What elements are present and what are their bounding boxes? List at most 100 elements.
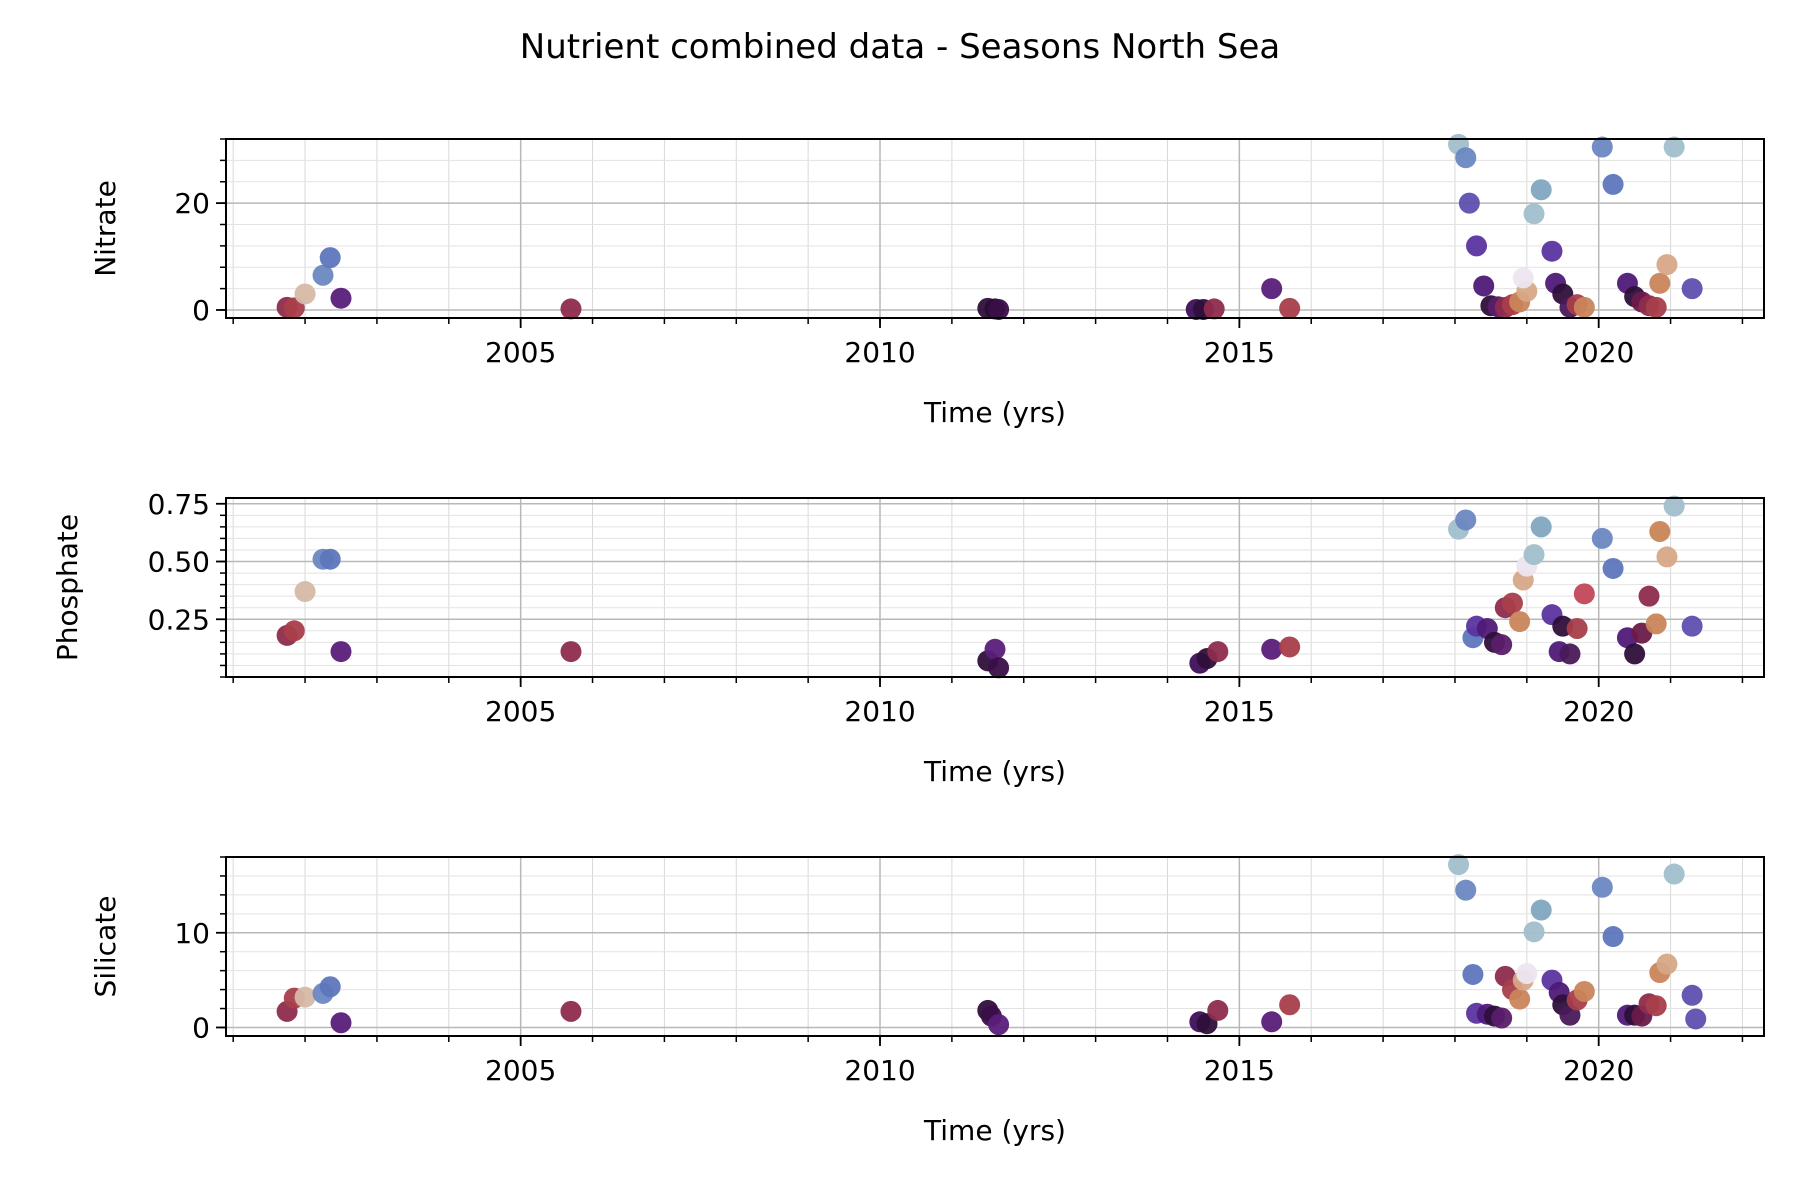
data-point [1458,192,1480,214]
figure-title: Nutrient combined data - Seasons North S… [520,27,1280,67]
subplot-silicate: 2005 2010 2015 2020 0 10 Time (yrs) Silicate [89,854,1765,1147]
x-tick-label: 2010 [844,1054,915,1087]
data-point [1279,994,1301,1016]
y-tick-label: 0.50 [148,546,210,579]
data-point [1509,988,1531,1010]
data-point [283,620,305,642]
data-point [1663,495,1685,517]
data-point [1523,203,1545,225]
data-point [988,657,1010,679]
data-point [1530,899,1552,921]
data-point [319,976,341,998]
data-point [1523,921,1545,943]
data-point [1261,1011,1283,1033]
data-point [1681,984,1703,1006]
data-point [1656,546,1678,568]
y-tick-label: 0.25 [148,603,210,636]
x-axis-label: Time (yrs) [923,755,1066,788]
data-point [1261,638,1283,660]
data-point [1455,147,1477,169]
data-point [1530,179,1552,201]
data-point [294,581,316,603]
axes-frame [225,497,1765,678]
data-point [1656,254,1678,276]
data-point [312,264,334,286]
y-tick-label: 0 [192,294,210,327]
data-point [1509,611,1531,633]
data-point [1207,999,1229,1021]
data-point [560,1000,582,1022]
x-tick-label: 2005 [485,1054,556,1087]
x-tick-label: 2020 [1563,336,1634,369]
data-point [1455,509,1477,531]
data-point [1279,636,1301,658]
x-tick-label: 2020 [1563,1054,1634,1087]
x-tick-label: 2010 [844,695,915,728]
data-point [1491,634,1513,656]
x-tick-label: 2015 [1204,695,1275,728]
subplot-nitrate: 2005 2010 2015 2020 0 20 Time (yrs) Nitrate [89,133,1765,429]
data-point [1663,136,1685,158]
data-point [1541,240,1563,262]
data-point [1523,544,1545,566]
data-point [1656,953,1678,975]
data-point [1559,643,1581,665]
data-point [1473,275,1495,297]
axes-frame [225,856,1765,1037]
data-point [1573,296,1595,318]
data-point [1591,527,1613,549]
data-point [1685,1008,1707,1030]
data-point [1681,278,1703,300]
x-tick-label: 2005 [485,336,556,369]
data-point [1645,995,1667,1017]
data-point [294,986,316,1008]
data-point [1491,1007,1513,1029]
data-point [1645,296,1667,318]
data-point [1261,278,1283,300]
axes-frame [225,138,1765,319]
data-point [984,638,1006,660]
data-point [330,641,352,663]
y-tick-label: 0 [192,1011,210,1044]
y-axis-label: Nitrate [89,180,122,277]
data-point [1624,643,1646,665]
y-axis-label: Silicate [89,896,122,998]
y-tick-label: 10 [174,917,210,950]
x-tick-label: 2005 [485,695,556,728]
data-point [1466,235,1488,257]
data-point [330,287,352,309]
data-point [1638,585,1660,607]
data-point [319,548,341,570]
data-point [1516,962,1538,984]
data-point [1207,641,1229,663]
y-tick-label: 0.75 [148,488,210,521]
data-point [988,1014,1010,1036]
data-point [560,641,582,663]
data-point [1649,272,1671,294]
data-point [1649,520,1671,542]
data-point [1645,613,1667,635]
data-point [1501,592,1523,614]
data-point [1203,298,1225,320]
data-point [1462,963,1484,985]
data-point [319,247,341,269]
y-axis-label: Phosphate [51,514,84,661]
data-point [560,298,582,320]
x-tick-label: 2020 [1563,695,1634,728]
data-point [1591,136,1613,158]
data-point [1602,557,1624,579]
data-point [1512,267,1534,289]
data-point [1573,583,1595,605]
data-point [988,298,1010,320]
data-point [1530,516,1552,538]
data-point [1455,879,1477,901]
x-axis-label: Time (yrs) [923,396,1066,429]
y-tick-label: 20 [174,187,210,220]
x-axis-label: Time (yrs) [923,1114,1066,1147]
x-tick-label: 2015 [1204,336,1275,369]
x-tick-label: 2015 [1204,1054,1275,1087]
subplot-phosphate: 2005 2010 2015 2020 0.25 0.50 0.75 Time (yrs) Ph… [51,488,1765,788]
data-point [1602,173,1624,195]
data-point [1663,863,1685,885]
data-point [330,1012,352,1034]
